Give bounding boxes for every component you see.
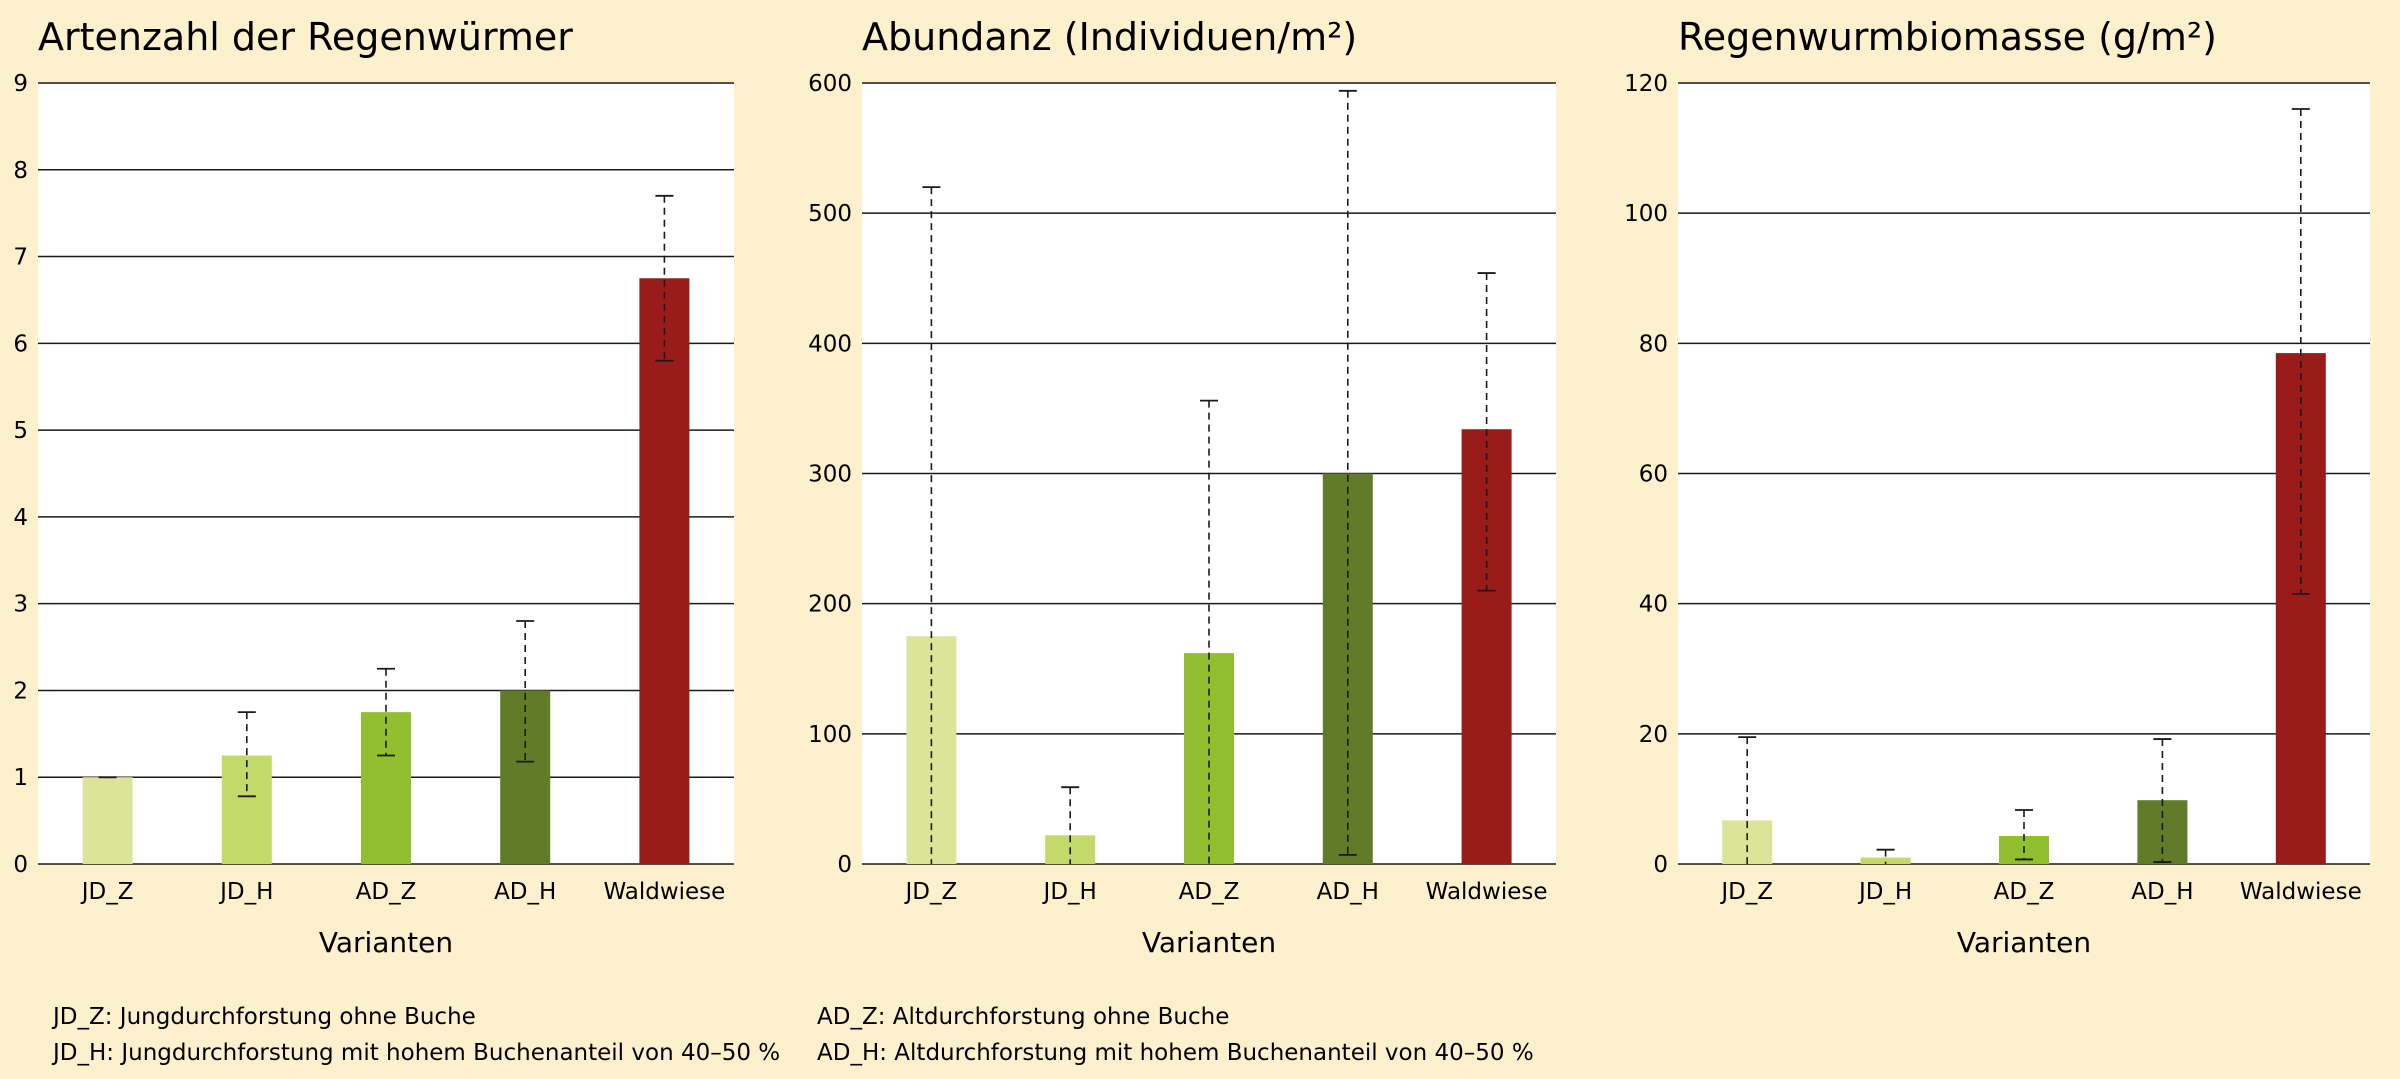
y-tick-label: 40 bbox=[1639, 592, 1668, 618]
legend: JD_Z: Jungdurchforstung ohne Buche JD_H:… bbox=[51, 1004, 1534, 1066]
y-tick-label: 2 bbox=[13, 678, 28, 704]
y-tick-label: 100 bbox=[808, 722, 852, 748]
chart-panel-2: Abundanz (Individuen/m²) 0 100 200 300 400 500… bbox=[808, 15, 1556, 959]
bar-jd-h bbox=[221, 755, 272, 864]
y-tick-label: 8 bbox=[13, 158, 28, 184]
bar-jd-z bbox=[82, 777, 133, 864]
y-tick-label: 60 bbox=[1639, 462, 1668, 488]
y-tick-label: 5 bbox=[13, 418, 28, 444]
x-tick-label: AD_H bbox=[494, 879, 556, 905]
x-tick-label: Waldwiese bbox=[1426, 879, 1548, 905]
x-axis-label: Varianten bbox=[319, 926, 453, 959]
x-tick-label: AD_H bbox=[1317, 879, 1379, 905]
y-tick-label: 0 bbox=[1653, 852, 1668, 878]
chart-title: Artenzahl der Regenwürmer bbox=[38, 15, 573, 59]
bar-ad-z bbox=[361, 712, 411, 864]
x-tick-label: AD_H bbox=[2131, 879, 2193, 905]
y-tick-label: 500 bbox=[808, 201, 852, 227]
y-tick-label: 4 bbox=[13, 505, 28, 531]
x-axis-label: Varianten bbox=[1957, 926, 2091, 959]
x-tick-label: AD_Z bbox=[1179, 879, 1240, 905]
y-tick-label: 80 bbox=[1639, 331, 1668, 357]
x-tick-label: JD_Z bbox=[1719, 879, 1773, 905]
y-tick-label: 100 bbox=[1624, 201, 1668, 227]
bar-ad-h bbox=[2137, 800, 2188, 864]
y-tick-label: 7 bbox=[13, 245, 28, 271]
y-tick-label: 3 bbox=[13, 592, 28, 618]
x-tick-label: JD_Z bbox=[904, 879, 958, 905]
y-tick-label: 600 bbox=[808, 71, 852, 97]
legend-item-jd-z: JD_Z: Jungdurchforstung ohne Buche bbox=[51, 1004, 476, 1030]
y-tick-label: 0 bbox=[837, 852, 852, 878]
charts-group: Artenzahl der Regenwürmer 0 1 2 3 4 5 6 7 8 9 JD_Z J… bbox=[13, 15, 2370, 959]
chart-panel-1: Artenzahl der Regenwürmer 0 1 2 3 4 5 6 7 8 9 JD_Z J… bbox=[13, 15, 734, 959]
legend-item-jd-h: JD_H: Jungdurchforstung mit hohem Buchen… bbox=[51, 1040, 780, 1066]
legend-item-ad-h: AD_H: Altdurchforstung mit hohem Buchena… bbox=[817, 1040, 1534, 1066]
bar-waldwiese bbox=[2275, 353, 2326, 864]
legend-item-ad-z: AD_Z: Altdurchforstung ohne Buche bbox=[817, 1004, 1229, 1030]
x-tick-label: JD_H bbox=[1857, 879, 1912, 905]
bar-ad-h bbox=[500, 690, 551, 864]
y-tick-label: 400 bbox=[808, 331, 852, 357]
x-tick-label: AD_Z bbox=[1994, 879, 2055, 905]
chart-title: Regenwurmbiomasse (g/m²) bbox=[1678, 15, 2217, 59]
bar-ad-z bbox=[1184, 653, 1234, 864]
bar-jd-h bbox=[1860, 857, 1911, 864]
y-tick-label: 1 bbox=[13, 765, 28, 791]
y-tick-label: 300 bbox=[808, 462, 852, 488]
bar-waldwiese bbox=[639, 278, 690, 864]
x-tick-label: AD_Z bbox=[356, 879, 417, 905]
chart-panel-3: Regenwurmbiomasse (g/m²) 0 20 40 60 80 100 120 J… bbox=[1624, 15, 2370, 959]
y-tick-label: 6 bbox=[13, 331, 28, 357]
x-tick-label: JD_H bbox=[1042, 879, 1097, 905]
chart-title: Abundanz (Individuen/m²) bbox=[862, 15, 1357, 59]
x-tick-label: Waldwiese bbox=[603, 879, 725, 905]
y-tick-label: 200 bbox=[808, 592, 852, 618]
y-tick-label: 9 bbox=[13, 71, 28, 97]
y-tick-label: 0 bbox=[13, 852, 28, 878]
x-tick-label: JD_H bbox=[218, 879, 273, 905]
y-tick-label: 120 bbox=[1624, 71, 1668, 97]
x-tick-label: JD_Z bbox=[80, 879, 134, 905]
y-tick-label: 20 bbox=[1639, 722, 1668, 748]
x-tick-label: Waldwiese bbox=[2240, 879, 2362, 905]
x-axis-label: Varianten bbox=[1142, 926, 1276, 959]
